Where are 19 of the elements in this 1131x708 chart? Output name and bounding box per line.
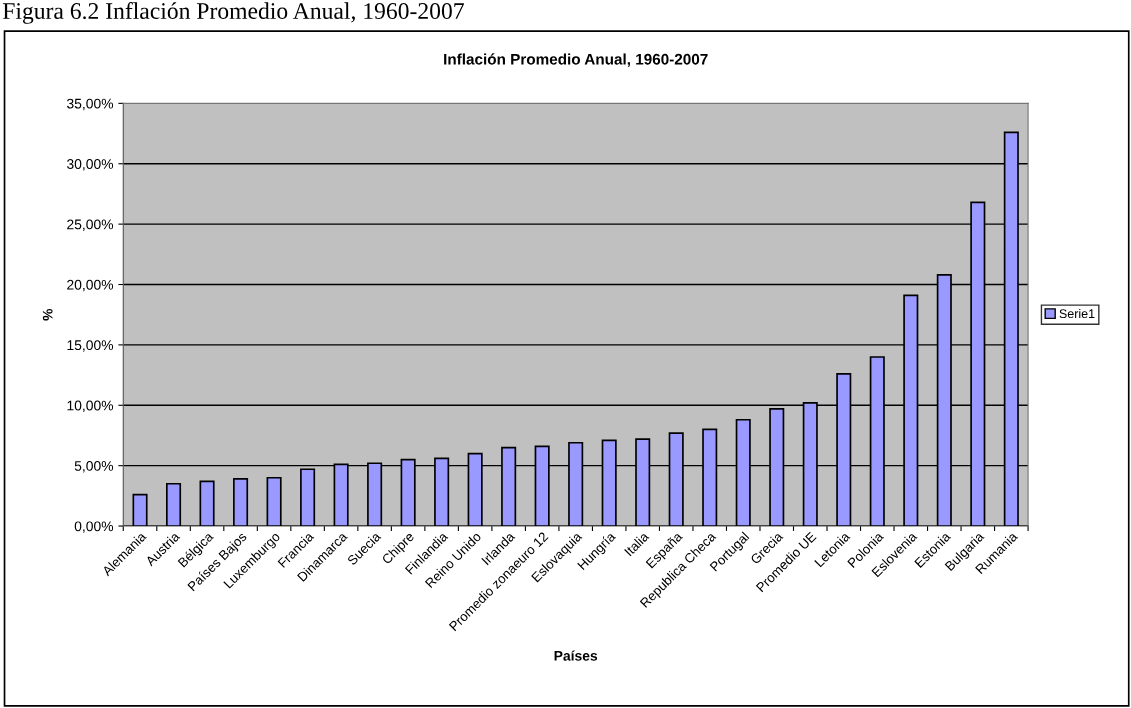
legend-label: Serie1 [1059,308,1095,319]
y-tick-label: 10,00% [67,400,114,413]
y-tick-label: 5,00% [74,461,114,473]
y-axis-title: % [42,308,53,321]
y-tick-label: 25,00% [67,219,114,231]
y-tick-label: 35,00% [66,98,114,111]
bar [199,480,215,527]
bar [300,468,316,527]
bar [266,476,282,527]
y-tick-label: 20,00% [67,279,114,292]
x-axis-title: Países [554,650,598,661]
y-tick-label: 0,00% [74,521,114,533]
bar [233,478,249,527]
bar [166,482,182,527]
text: Figura 6.2 Inflación Promedio Anual, 1960-2007 [2,2,464,24]
y-tick-label: 30,00% [66,159,114,171]
y-tick-label: 15,00% [67,340,114,352]
chart-title: Inflación Promedio Anual, 1960-2007 [444,53,708,67]
bar [132,493,148,527]
